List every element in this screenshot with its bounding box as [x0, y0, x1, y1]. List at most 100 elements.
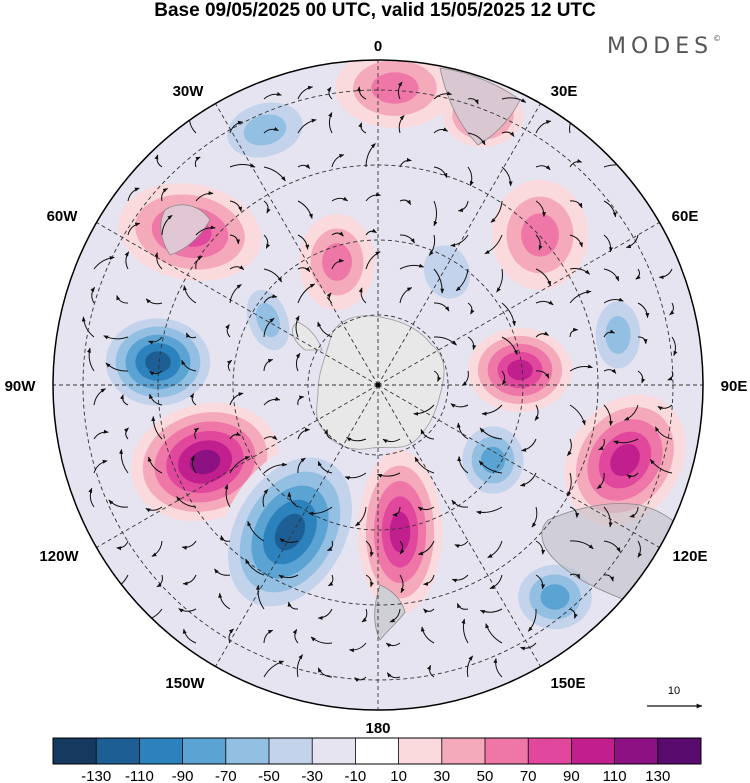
wind-arrow: [218, 592, 231, 610]
wind-arrow: [490, 200, 503, 223]
wind-arrow: [433, 91, 452, 100]
anomaly-contour: [605, 316, 631, 354]
colorbar-tick-label: 130: [645, 768, 670, 783]
wind-arrow: [263, 629, 274, 644]
wind-arrow: [263, 462, 288, 474]
wind-arrow: [569, 289, 592, 304]
wind-arrow: [81, 316, 95, 338]
wind-arrow: [365, 143, 376, 168]
wind-arrow: [93, 429, 109, 440]
wind-arrow: [119, 394, 129, 406]
wind-arrow: [297, 118, 317, 134]
wind-arrow: [569, 404, 586, 426]
wind-arrow: [349, 642, 367, 653]
colorbar-frame: [52, 737, 702, 765]
wind-arrow: [479, 608, 503, 614]
anomaly-contour: [389, 511, 411, 553]
wind-arrow: [296, 654, 304, 678]
wind-arrow: [649, 458, 673, 474]
wind-arrow: [603, 540, 621, 553]
wind-arrow: [354, 676, 367, 683]
wind-arrow: [317, 667, 333, 678]
wind-arrow: [278, 574, 299, 580]
lon-label-150e: 150E: [550, 675, 585, 692]
wind-arrow: [263, 268, 283, 283]
wind-arrow: [535, 165, 551, 171]
colorbar-tick-label: -70: [215, 768, 237, 783]
lon-label-150w: 150W: [165, 675, 205, 692]
wind-arrow: [263, 317, 275, 338]
lon-label-180: 180: [365, 720, 390, 737]
wind-arrow: [596, 472, 605, 490]
wind-arrow: [423, 608, 435, 614]
wind-arrow: [433, 302, 450, 312]
wind-arrow: [433, 370, 442, 382]
wind-arrow: [262, 489, 269, 508]
wind-arrow: [420, 428, 435, 440]
wind-arrow: [225, 324, 231, 338]
meridian-line: [215, 384, 379, 667]
wind-arrow: [149, 370, 163, 376]
wind-arrow: [145, 298, 163, 305]
wind-arrow: [116, 540, 129, 551]
wind-arrow: [247, 520, 265, 542]
wind-arrow: [224, 484, 231, 508]
antarctica-landmass: [316, 315, 445, 450]
wind-arrow: [365, 228, 377, 236]
wind-arrow: [87, 347, 95, 372]
wind-arrow: [326, 540, 334, 551]
wind-arrow: [90, 286, 96, 304]
wind-arrow: [501, 370, 507, 386]
wind-arrow: [263, 166, 286, 182]
wind-arrow: [392, 506, 401, 517]
anomaly-contour: [521, 213, 559, 257]
wind-arrow: [569, 327, 579, 338]
anomaly-positive-8: [358, 450, 442, 614]
wind-arrow: [485, 623, 503, 644]
colorbar-swatch: [614, 738, 658, 764]
wind-arrow: [398, 115, 405, 134]
wind-arrow: [433, 200, 438, 227]
colorbar-swatch: [398, 738, 442, 764]
wind-arrow: [127, 222, 141, 236]
wind-arrow: [229, 456, 251, 474]
wind-arrow: [229, 431, 241, 440]
lon-label-30w: 30W: [173, 83, 205, 100]
wind-arrow: [263, 435, 278, 440]
anomaly-positive-6: [131, 402, 279, 522]
wind-arrow: [496, 268, 503, 293]
colorbar-tick-label: -10: [345, 768, 367, 783]
map-disk: [53, 60, 703, 710]
wind-arrow: [501, 97, 527, 103]
latitude-circle: [232, 239, 524, 531]
wind-arrow: [176, 496, 197, 508]
wind-arrow: [433, 166, 448, 179]
wind-arrow: [423, 574, 435, 586]
wind-arrow: [399, 540, 405, 555]
wind-arrow: [569, 200, 583, 209]
wind-arrow: [535, 268, 552, 287]
anomaly-negative-7: [216, 443, 364, 621]
wind-arrow: [118, 448, 129, 474]
wind-arrow: [356, 86, 367, 100]
wind-arrow: [326, 86, 333, 100]
colorbar-swatch: [657, 738, 701, 764]
wind-arrow: [185, 332, 197, 339]
meridian-line: [215, 103, 379, 386]
wind-arrow: [479, 427, 503, 440]
wind-arrow: [317, 321, 333, 338]
wind-arrow: [228, 628, 234, 644]
wind-arrow: [161, 214, 173, 236]
wind-arrow: [297, 283, 316, 304]
wind-arrow: [295, 315, 300, 338]
wind-arrow: [399, 263, 425, 270]
wind-arrow: [450, 234, 469, 248]
wind-arrow: [626, 472, 639, 479]
wind-arrow: [123, 427, 129, 440]
wind-arrow: [263, 200, 271, 214]
meridian-line: [377, 384, 541, 667]
wind-arrow: [358, 287, 367, 304]
anomaly-positive-14: [492, 180, 588, 290]
wind-arrow: [297, 85, 314, 100]
colorbar-swatch: [96, 738, 140, 764]
